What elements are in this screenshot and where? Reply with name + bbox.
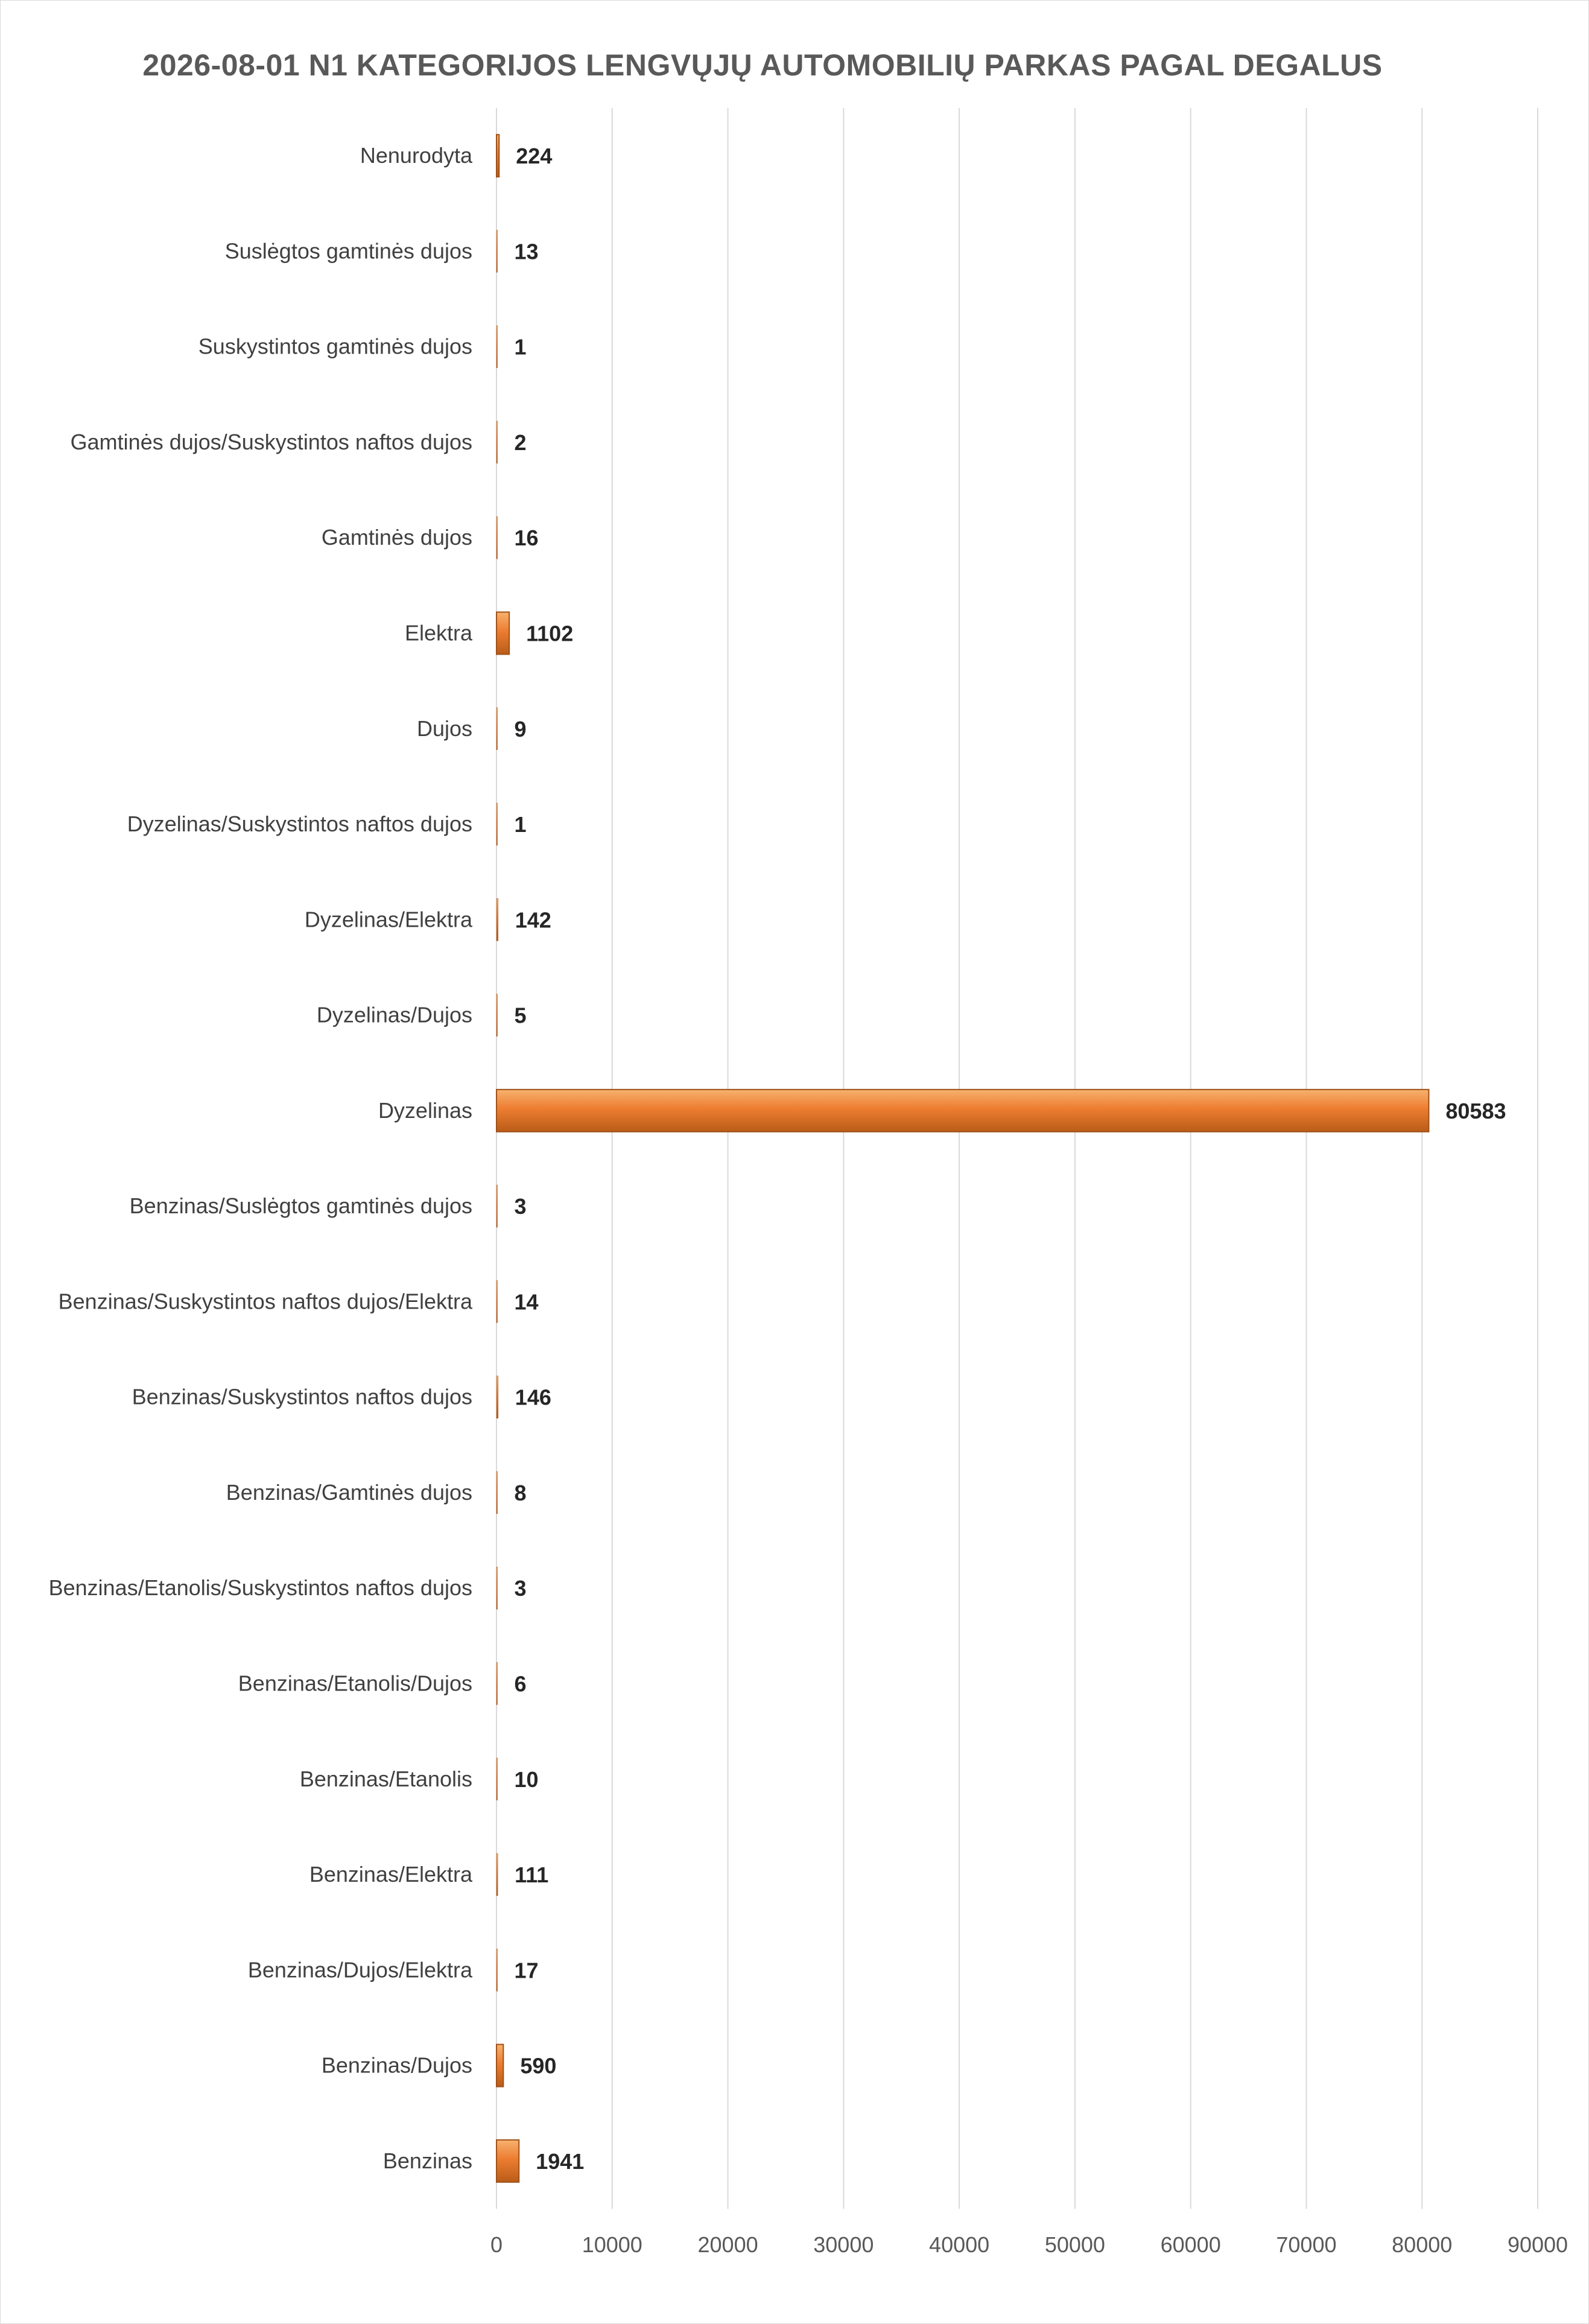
bar — [496, 421, 498, 464]
bar — [496, 2043, 504, 2087]
category-label: Dyzelinas/Suskystintos naftos dujos — [127, 811, 472, 836]
category-label: Elektra — [405, 621, 473, 646]
x-tick-label: 20000 — [698, 2232, 758, 2257]
category-label: Gamtinės dujos — [322, 525, 472, 550]
bar — [496, 516, 498, 559]
data-label: 590 — [520, 2054, 556, 2078]
data-label: 14 — [515, 1289, 539, 1314]
bar — [496, 1662, 498, 1705]
category-label: Dujos — [417, 716, 472, 741]
category-label: Suskystintos gamtinės dujos — [198, 334, 472, 359]
bar — [496, 1757, 498, 1801]
bar — [496, 2139, 520, 2183]
bar — [496, 1566, 498, 1610]
category-label: Benzinas/Suslėgtos gamtinės dujos — [130, 1193, 472, 1218]
data-labels: 224 13 1 2 16 1102 9 1 142 5 80583 3 14 146 8 3 6 10 111 17… — [515, 144, 1506, 2174]
x-tick-label: 90000 — [1508, 2232, 1568, 2257]
bar — [496, 1376, 499, 1418]
data-label: 2 — [515, 430, 527, 455]
x-tick-label: 0 — [490, 2232, 503, 2257]
category-label: Dyzelinas/Dujos — [317, 1003, 472, 1027]
x-tick-label: 80000 — [1392, 2232, 1452, 2257]
data-label: 3 — [515, 1576, 527, 1601]
bar — [496, 707, 498, 751]
bar — [496, 611, 510, 655]
data-label: 5 — [515, 1003, 527, 1028]
category-label: Benzinas/Etanolis/Dujos — [238, 1671, 472, 1696]
category-label: Benzinas — [383, 2148, 472, 2173]
bar — [496, 325, 498, 368]
category-label: Benzinas/Etanolis/Suskystintos naftos du… — [49, 1575, 472, 1600]
data-label: 1 — [515, 812, 527, 837]
category-label: Benzinas/Gamtinės dujos — [226, 1480, 472, 1505]
x-tick-label: 60000 — [1161, 2232, 1221, 2257]
category-label: Benzinas/Suskystintos naftos dujos — [132, 1385, 472, 1409]
category-label: Benzinas/Dujos — [322, 2053, 472, 2078]
x-tick-label: 50000 — [1045, 2232, 1105, 2257]
category-label: Gamtinės dujos/Suskystintos naftos dujos — [71, 430, 472, 454]
data-label: 13 — [515, 239, 539, 264]
data-label: 142 — [515, 907, 551, 932]
category-label: Dyzelinas/Elektra — [305, 907, 473, 932]
data-label: 3 — [515, 1194, 527, 1219]
bar — [496, 1949, 498, 1992]
category-labels: Nenurodyta Suslėgtos gamtinės dujos Suskys… — [49, 143, 473, 2173]
category-label: Benzinas/Dujos/Elektra — [248, 1957, 473, 1982]
data-label: 9 — [515, 717, 527, 741]
bar — [496, 1471, 498, 1514]
data-label: 1941 — [536, 2149, 584, 2174]
bars — [496, 134, 1430, 2183]
category-label: Nenurodyta — [360, 143, 473, 168]
data-label: 80583 — [1445, 1099, 1506, 1123]
data-label: 1 — [515, 335, 527, 360]
data-label: 224 — [516, 144, 552, 168]
bar — [496, 994, 498, 1037]
bar — [496, 230, 498, 273]
x-tick-labels: 0 10000 20000 30000 40000 50000 60000 70000 8000… — [490, 2232, 1568, 2257]
gridlines — [611, 108, 1538, 2209]
data-label: 17 — [515, 1958, 539, 1983]
category-label: Benzinas/Etanolis — [300, 1767, 472, 1791]
data-label: 111 — [515, 1862, 548, 1887]
chart-title: 2026-08-01 N1 KATEGORIJOS LENGVŲJŲ AUTOM… — [142, 48, 1383, 82]
data-label: 1102 — [526, 621, 573, 646]
data-label: 8 — [515, 1481, 527, 1505]
bar — [496, 134, 500, 178]
category-label: Benzinas/Suskystintos naftos dujos/Elekt… — [59, 1289, 473, 1313]
bar — [496, 1280, 498, 1323]
data-label: 10 — [515, 1767, 539, 1792]
data-label: 146 — [515, 1385, 551, 1410]
x-tick-label: 30000 — [813, 2232, 874, 2257]
x-tick-label: 40000 — [929, 2232, 989, 2257]
category-label: Suslėgtos gamtinės dujos — [225, 238, 472, 263]
bar — [496, 898, 498, 941]
data-label: 6 — [515, 1672, 527, 1697]
bar — [496, 1184, 498, 1228]
bar — [496, 802, 498, 846]
category-label: Benzinas/Elektra — [309, 1862, 473, 1887]
data-label: 16 — [515, 525, 539, 550]
x-tick-label: 70000 — [1276, 2232, 1336, 2257]
category-label: Dyzelinas — [378, 1098, 472, 1123]
x-tick-label: 10000 — [582, 2232, 642, 2257]
bar — [496, 1853, 498, 1896]
bar — [496, 1088, 1430, 1132]
